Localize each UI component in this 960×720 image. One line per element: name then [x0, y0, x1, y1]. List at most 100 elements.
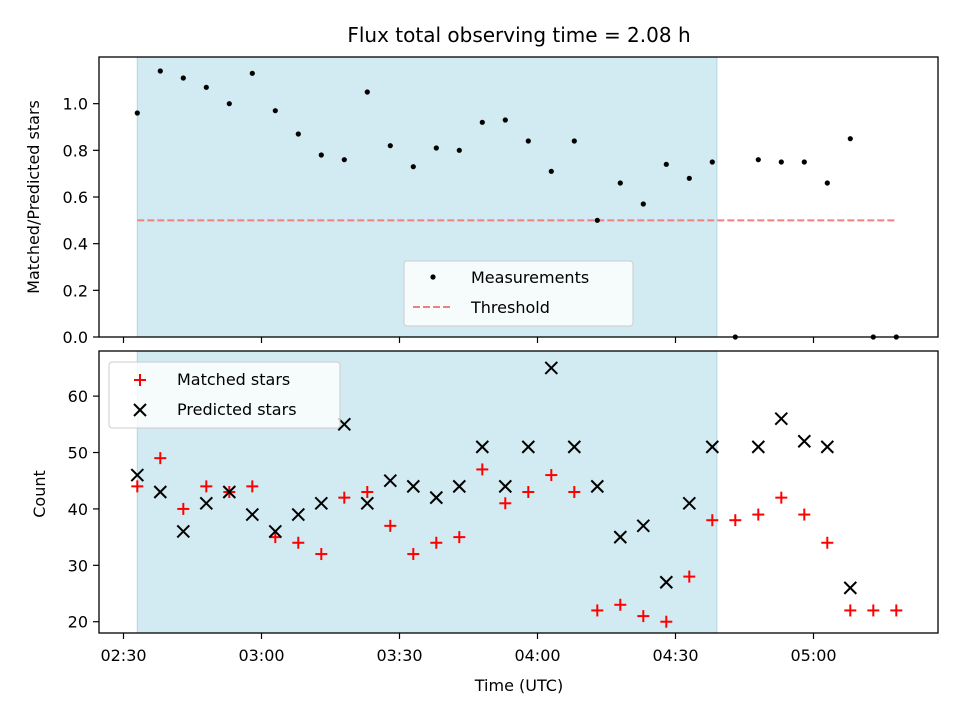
predicted-star-d2 [659, 575, 674, 589]
bottom-x-tick-label: 02:30 [100, 646, 146, 665]
bottom-legend: Matched stars Predicted stars [108, 361, 341, 429]
predicted-star-d2 [360, 496, 375, 510]
predicted-star-point [636, 519, 651, 533]
bottom-legend-box [108, 361, 341, 429]
matched-star-point [407, 548, 420, 561]
predicted-star-point [843, 581, 858, 595]
legend-marker-matched-stars [134, 374, 146, 386]
top-plot-area [134, 68, 899, 340]
predicted-star-d2 [751, 440, 766, 454]
predicted-star-point [452, 479, 467, 494]
bottom-x-axis-label: Time (UTC) [474, 676, 563, 695]
predicted-star-d2 [429, 490, 444, 505]
top-y-tick-label: 0.6 [63, 188, 88, 207]
predicted-star-d2 [521, 440, 536, 454]
chart-title: Flux total observing time = 2.08 h [347, 23, 690, 47]
measurement-point [548, 168, 554, 174]
measurement-point [410, 164, 416, 170]
predicted-star-d2 [590, 479, 605, 494]
bottom-x-tick-label: 03:30 [376, 646, 422, 665]
predicted-star-point [567, 440, 582, 454]
predicted-star-point [314, 496, 329, 510]
matched-star-point [453, 531, 466, 544]
measurement-point [456, 147, 462, 153]
predicted-star-d2 [567, 440, 582, 454]
predicted-star-point [498, 479, 513, 494]
top-y-tick-label: 0.8 [63, 141, 88, 160]
measurement-point [571, 138, 577, 144]
legend-label-measurements: Measurements [471, 268, 589, 287]
predicted-star-d2 [682, 496, 697, 510]
predicted-star-point [682, 496, 697, 510]
predicted-star-point [429, 490, 444, 505]
matched-star-point [591, 604, 604, 617]
predicted-star-point [475, 440, 490, 454]
measurement-point [203, 84, 209, 90]
matched-star-point [660, 615, 673, 628]
bottom-x-tick-label: 03:00 [238, 646, 284, 665]
matched-star-point [499, 497, 512, 510]
top-y-tick-label: 0.4 [63, 235, 88, 254]
matched-star-point [798, 508, 811, 521]
bottom-x-tick-label: 04:00 [514, 646, 560, 665]
measurement-point [226, 101, 232, 107]
predicted-star-d2 [176, 524, 191, 539]
matched-star-point [384, 519, 397, 532]
predicted-star-point [751, 440, 766, 454]
measurement-point [341, 157, 347, 163]
predicted-star-d2 [613, 530, 628, 544]
predicted-star-d2 [475, 440, 490, 454]
matched-star-point [177, 502, 190, 515]
predicted-star-d2 [130, 468, 145, 482]
measurement-point [157, 68, 163, 74]
predicted-star-point [521, 440, 536, 454]
predicted-star-d2 [291, 507, 306, 522]
measurement-point [318, 152, 324, 158]
matched-star-point [729, 514, 742, 527]
top-y-axis: 0.0 0.2 0.4 0.6 0.8 1.0 [63, 95, 99, 347]
predicted-star-point [153, 485, 168, 499]
predicted-star-point [590, 479, 605, 494]
bottom-x-tick-label: 05:00 [790, 646, 836, 665]
predicted-star-d2 [406, 479, 421, 494]
measurement-point [847, 136, 853, 142]
predicted-star-d2 [383, 474, 398, 488]
legend-label-matched-stars: Matched stars [177, 370, 290, 389]
matched-star-point [522, 486, 535, 498]
matched-star-point [545, 469, 558, 482]
matched-star-point [246, 480, 259, 493]
matched-star-point [867, 604, 880, 617]
bottom-y-tick-label: 50 [68, 444, 88, 463]
legend-marker-measurements [430, 274, 436, 280]
legend-marker-predicted-stars [133, 403, 147, 417]
matched-star-point [292, 536, 305, 549]
measurement-point [801, 159, 807, 165]
predicted-star-point [406, 479, 421, 494]
top-legend: Measurements Threshold [403, 260, 634, 327]
top-y-tick-label: 1.0 [63, 95, 88, 114]
matched-star-point [361, 486, 374, 498]
bottom-y-tick-label: 20 [68, 613, 88, 632]
measurement-point [502, 117, 508, 123]
predicted-star-point [820, 440, 835, 454]
predicted-star-point [613, 530, 628, 544]
predicted-star-d2 [797, 434, 812, 448]
predicted-star-point [268, 524, 283, 539]
matched-star-point [131, 480, 144, 493]
bottom-x-tick-label: 04:30 [652, 646, 698, 665]
predicted-star-d2 [544, 361, 559, 375]
predicted-star-d2 [245, 507, 260, 522]
matched-star-point [315, 548, 328, 561]
predicted-star-d2 [636, 519, 651, 533]
predicted-star-d2 [843, 581, 858, 595]
matched-star-point [476, 463, 489, 476]
measurement-point [272, 108, 278, 114]
predicted-star-point [222, 485, 237, 499]
top-y-axis-label: Matched/Predicted stars [24, 100, 43, 294]
matched-star-point [200, 480, 213, 493]
measurement-point [180, 75, 186, 81]
measurement-point [778, 159, 784, 165]
bottom-x-axis: 02:30 03:00 03:30 04:00 04:30 05:00 [100, 633, 837, 665]
predicted-star-d2 [820, 440, 835, 454]
matched-star-point [614, 598, 627, 611]
